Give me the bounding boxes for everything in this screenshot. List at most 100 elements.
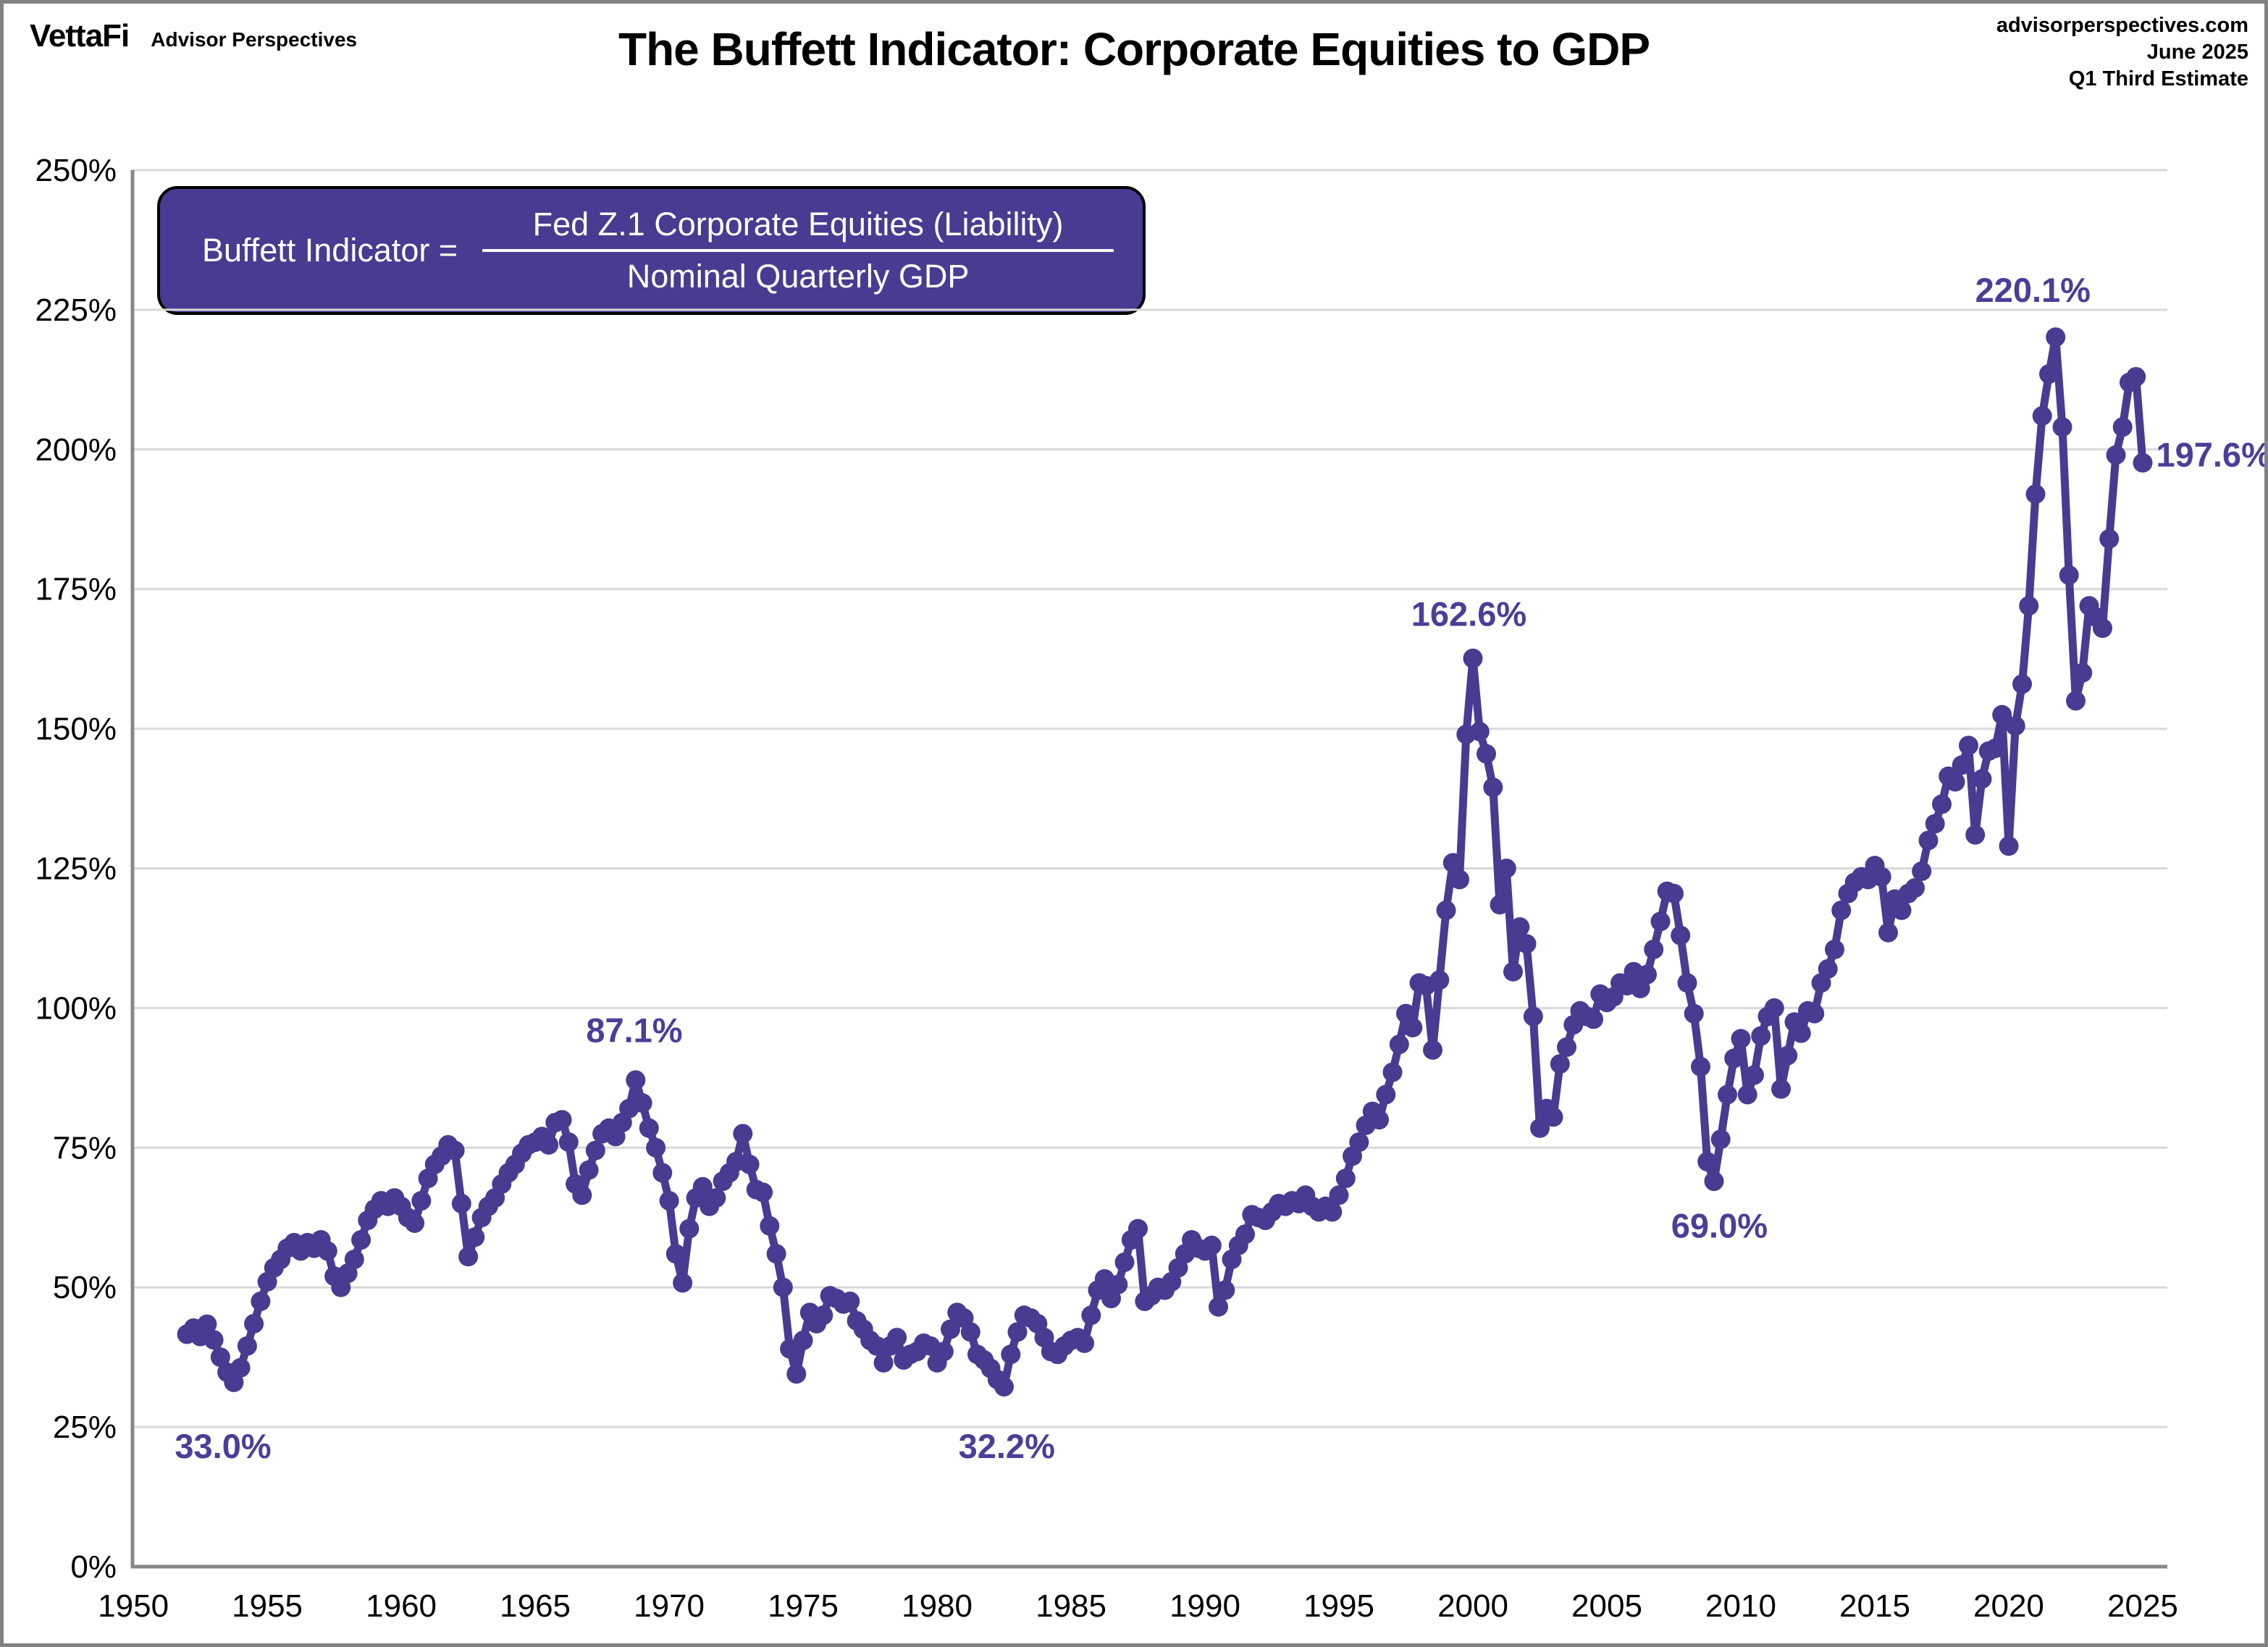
data-point [1778, 1045, 1798, 1066]
data-point [237, 1336, 257, 1356]
data-point [1912, 861, 1932, 881]
data-point [1952, 755, 1972, 775]
data-point [585, 1140, 605, 1161]
data-point [1878, 922, 1898, 943]
y-tick-label: 75% [53, 1130, 117, 1166]
data-point [2046, 327, 2066, 347]
data-point [1557, 1037, 1576, 1057]
data-point [2106, 445, 2126, 465]
data-point [1724, 1048, 1744, 1069]
data-point [1751, 1026, 1771, 1046]
y-tick-label: 150% [35, 712, 117, 747]
data-point [1382, 1062, 1403, 1082]
buffett-indicator-chart: 0% 25% 50% 75% 100% 125% 150% 175% 200% 225% 250% 1… [35, 153, 2268, 1624]
data-point [753, 1182, 773, 1202]
y-tick-label: 0% [70, 1549, 117, 1585]
data-point [244, 1313, 264, 1334]
data-point [1322, 1202, 1343, 1222]
data-point [766, 1244, 786, 1264]
data-point [2012, 674, 2032, 694]
masthead-date: June 2025 [2146, 41, 2248, 64]
data-point [1986, 738, 2005, 759]
data-point [224, 1372, 244, 1392]
data-point [1764, 998, 1784, 1018]
data-point [867, 1336, 887, 1356]
data-point [665, 1244, 686, 1264]
y-tick-label: 175% [35, 572, 117, 607]
x-tick-label: 1970 [634, 1588, 705, 1624]
x-tick-label: 1950 [98, 1588, 169, 1624]
data-point [1530, 1118, 1550, 1138]
formula-denominator: Nominal Quarterly GDP [626, 258, 970, 295]
data-point [692, 1176, 713, 1197]
annotation: 33.0% [175, 1427, 271, 1465]
data-point [411, 1191, 432, 1211]
advisor-perspectives-logo: Advisor Perspectives [151, 28, 358, 51]
data-point [1075, 1333, 1094, 1353]
data-point [1637, 964, 1657, 985]
data-point [1007, 1322, 1028, 1342]
data-point [539, 1134, 559, 1155]
data-point [1128, 1218, 1148, 1239]
x-tick-label: 2020 [1973, 1588, 2044, 1624]
data-point [1081, 1305, 1101, 1326]
data-point [933, 1341, 954, 1362]
x-tick-label: 1985 [1036, 1588, 1106, 1624]
data-point [317, 1241, 337, 1261]
x-tick-label: 1980 [902, 1588, 973, 1624]
data-point [1905, 878, 1925, 898]
data-point [773, 1277, 793, 1297]
data-point [2039, 364, 2059, 384]
data-point [1831, 900, 1852, 920]
data-point [1771, 1079, 1791, 1099]
x-tick-label: 1995 [1303, 1588, 1374, 1624]
data-point [1650, 911, 1671, 932]
formula-callout: Buffett Indicator = Fed Z.1 Corporate Eq… [157, 186, 1146, 315]
data-point [1959, 736, 1978, 756]
x-tick-label: 1955 [232, 1588, 303, 1624]
data-point [1644, 939, 1664, 959]
annotation: 197.6% [2156, 436, 2268, 474]
formula-numerator: Fed Z.1 Corporate Equities (Liability) [532, 206, 1064, 243]
fraction-bar [482, 249, 1114, 252]
data-point [1477, 744, 1496, 764]
data-point [197, 1314, 217, 1334]
x-tick-label: 2025 [2107, 1588, 2178, 1624]
data-point [840, 1292, 860, 1311]
y-tick-label: 250% [35, 153, 117, 188]
data-point [210, 1347, 230, 1368]
data-point [1469, 722, 1490, 741]
data-point [2133, 452, 2153, 473]
data-point [1684, 1003, 1704, 1024]
data-point [2066, 691, 2086, 711]
data-point [1209, 1297, 1228, 1317]
data-point [1891, 900, 1912, 920]
data-point [1114, 1252, 1135, 1272]
data-point [813, 1305, 833, 1326]
data-point [1503, 961, 1523, 982]
data-point [2025, 484, 2046, 504]
y-tick-label: 125% [35, 851, 117, 887]
data-point [1671, 925, 1691, 945]
x-tick-label: 2010 [1705, 1588, 1776, 1624]
data-point [1349, 1132, 1369, 1153]
data-point [733, 1124, 753, 1144]
data-point [1932, 794, 1952, 814]
data-point [2112, 417, 2133, 437]
data-point [739, 1154, 760, 1174]
data-point [1442, 853, 1463, 873]
data-point [445, 1140, 465, 1161]
annotation: 69.0% [1671, 1206, 1768, 1244]
formula-fraction: Fed Z.1 Corporate Equities (Liability) N… [482, 206, 1114, 295]
data-point [1584, 1009, 1603, 1029]
data-point [652, 1163, 673, 1183]
data-point [1523, 1006, 1543, 1027]
data-point [1925, 814, 1945, 834]
data-point [1999, 836, 2019, 856]
x-tick-label: 2005 [1571, 1588, 1642, 1624]
annotation: 87.1% [586, 1011, 682, 1049]
data-point [706, 1188, 726, 1208]
data-point [793, 1331, 813, 1350]
data-point [1490, 895, 1510, 915]
data-point [552, 1110, 572, 1130]
